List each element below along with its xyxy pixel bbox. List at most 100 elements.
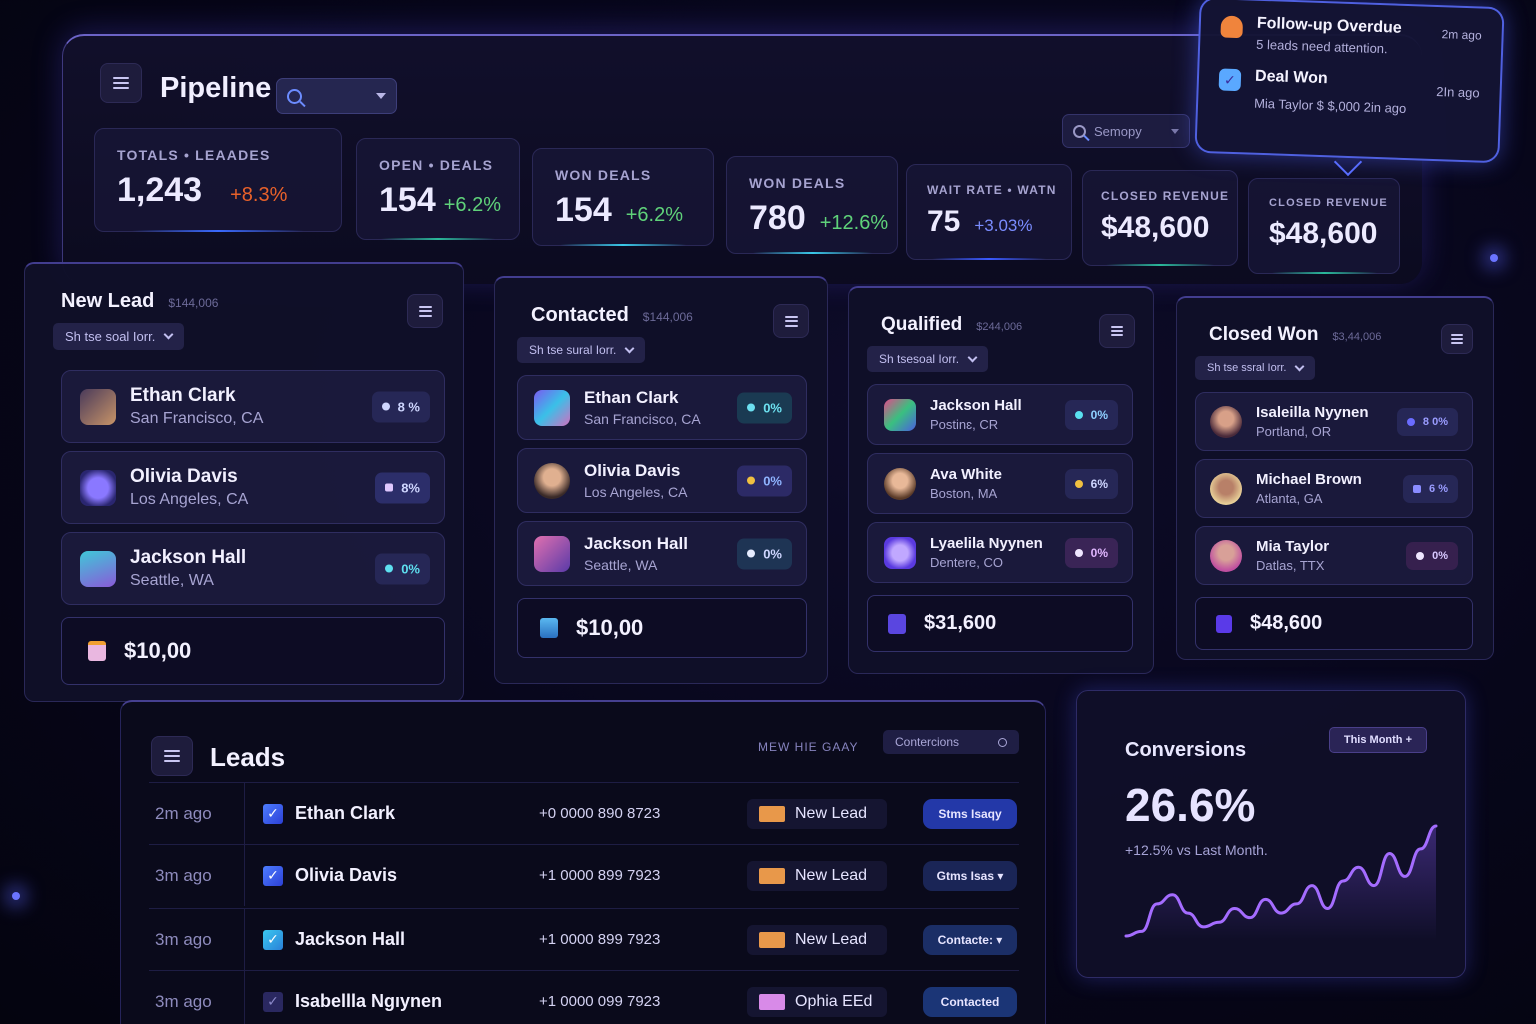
lead-card[interactable]: Michael Brown Atlanta, GA 6 % xyxy=(1195,459,1473,518)
pin-icon xyxy=(747,403,756,412)
checkbox-checked[interactable]: ✓ xyxy=(263,929,283,950)
column-menu-button[interactable] xyxy=(1441,324,1473,354)
column-filter-dropdown[interactable]: Sh tsesoal Iorr. xyxy=(867,346,989,372)
lead-location: Los Angeles, CA xyxy=(130,491,249,508)
column-menu-button[interactable] xyxy=(407,294,443,328)
stat-delta: +12.6% xyxy=(819,212,889,234)
leads-title: Leads xyxy=(210,742,286,772)
hamburger-icon xyxy=(1451,334,1463,344)
lead-card[interactable]: Mia Taylor Datlas, TTX 0% xyxy=(1195,526,1473,585)
checkbox-checked[interactable]: ✓ xyxy=(263,865,283,886)
table-row[interactable]: 3m ago ✓ Jackson Hall +1 0000 899 7923 N… xyxy=(149,908,1019,970)
table-row[interactable]: 3m ago ✓ Isabellla Ngıynen +1 0000 099 7… xyxy=(149,970,1019,1024)
column-title: Closed Won xyxy=(1209,324,1319,345)
column-amount: $3,44,006 xyxy=(1332,331,1382,343)
lead-location: Seattle, WA xyxy=(130,572,214,589)
stage-label: New Lead xyxy=(795,866,868,884)
badge-value: 6% xyxy=(1090,476,1108,491)
folder-icon xyxy=(759,805,785,822)
column-title: Contacted xyxy=(531,304,629,326)
lead-name: Jackson Hall xyxy=(130,547,247,568)
lead-score-badge: 6 % xyxy=(1403,474,1458,503)
lead-card[interactable]: Jackson Hall Seattle, WA 0% xyxy=(61,532,445,605)
chevron-down-icon xyxy=(376,93,386,99)
column-filter-dropdown[interactable]: Sh tse ssral Iorr. xyxy=(1195,356,1316,380)
column-title: New Lead xyxy=(61,290,155,312)
column-menu-button[interactable] xyxy=(1099,314,1135,348)
lead-card[interactable]: Ethan Clark San Francisco, CA 0% xyxy=(517,375,807,440)
chevron-down-icon xyxy=(1171,128,1179,134)
table-row[interactable]: 3m ago ✓ Olivia Davis +1 0000 899 7923 N… xyxy=(149,844,1019,906)
column-total: $10,00 xyxy=(517,598,807,658)
chevron-down-icon xyxy=(1295,361,1305,371)
avatar xyxy=(1210,472,1242,505)
stat-label: OPEN • DEALS xyxy=(379,157,494,173)
cloud-icon xyxy=(1074,548,1083,557)
chevron-down-icon xyxy=(967,352,978,362)
lead-card[interactable]: Isaleilla Nyynen Portland, OR 8 0% xyxy=(1195,392,1473,451)
column-contacted: Contacted $144,006 Sh tse sural Iorr. Et… xyxy=(494,276,828,684)
chevron-down-icon xyxy=(624,343,635,353)
notification-deal-won[interactable]: ✓ Deal Won Mia Taylor $ $,000 2in ago 2I… xyxy=(1218,66,1480,118)
row-name: Jackson Hall xyxy=(295,929,406,949)
badge-value: 0% xyxy=(763,473,782,488)
pipeline-search-dropdown[interactable] xyxy=(276,78,397,114)
lead-card[interactable]: Olivia Davis Los Angeles, CA 0% xyxy=(517,448,807,513)
stat-value: 780 xyxy=(749,199,806,237)
lead-name: Ethan Clark xyxy=(130,385,236,406)
lead-card[interactable]: Lyaelila Nyynen Dentere, CO 0% xyxy=(867,522,1133,583)
date-range-button[interactable]: This Month + xyxy=(1328,727,1427,753)
table-row[interactable]: 2m ago ✓ Ethan Clark +0 0000 890 8723 Ne… xyxy=(149,782,1019,844)
avatar xyxy=(534,535,570,572)
lead-card[interactable]: Jackson Hall Seattle, WA 0% xyxy=(517,521,807,586)
column-total-value: $31,600 xyxy=(924,612,997,634)
lead-score-badge: 8 0% xyxy=(1396,407,1458,436)
cloud-icon xyxy=(1416,551,1425,560)
status-dropdown[interactable]: Gtms Isas ▾ xyxy=(923,860,1017,891)
arrow-icon xyxy=(1406,417,1415,426)
pin-icon xyxy=(1074,410,1083,419)
leads-column-header: MEW HIE GAAY xyxy=(758,740,859,754)
stat-delta: +3.03% xyxy=(974,216,1033,235)
main-menu-button[interactable] xyxy=(100,63,142,103)
status-button[interactable]: Stms Isaqy xyxy=(923,798,1017,829)
lead-card[interactable]: Olivia Davis Los Angeles, CA 8% xyxy=(61,451,445,524)
column-amount: $244,006 xyxy=(976,321,1023,333)
lead-card[interactable]: Ava White Boston, MA 6% xyxy=(867,453,1133,514)
status-button[interactable]: Contacted xyxy=(923,986,1017,1017)
leads-menu-button[interactable] xyxy=(151,736,193,776)
checkbox-checked[interactable]: ✓ xyxy=(263,803,283,824)
stat-value: 154 xyxy=(555,191,612,229)
column-total-value: $10,00 xyxy=(576,615,644,640)
conversions-line-chart xyxy=(1124,824,1438,941)
column-menu-button[interactable] xyxy=(773,304,809,338)
leads-filter-input[interactable]: Contercions xyxy=(883,730,1019,754)
conversions-subtitle: +12.5% vs Last Month. xyxy=(1125,842,1268,858)
badge-value: 0% xyxy=(1432,549,1448,562)
emoji-icon xyxy=(747,476,756,485)
lead-name: Olivia Davis xyxy=(584,461,681,480)
lead-score-badge: 0% xyxy=(1064,537,1118,568)
status-dropdown[interactable]: Contacte: ▾ xyxy=(923,924,1017,955)
column-title: Qualified xyxy=(881,314,963,335)
lead-location: Dentere, CO xyxy=(930,555,1003,570)
column-filter-dropdown[interactable]: Sh tse sural Iorr. xyxy=(517,337,646,363)
checkbox-checked[interactable]: ✓ xyxy=(263,991,283,1012)
search-icon xyxy=(287,88,302,104)
lead-card[interactable]: Jackson Hall Postinɛ, CR 0% xyxy=(867,384,1133,445)
secondary-search-dropdown[interactable]: Semopy xyxy=(1062,114,1190,148)
column-total: $48,600 xyxy=(1195,597,1473,650)
lead-name: Olivia Davis xyxy=(130,466,238,487)
check-badge-icon: ✓ xyxy=(1218,68,1242,92)
column-filter-dropdown[interactable]: Sh tse soal Iorr. xyxy=(53,323,185,350)
row-phone: +1 0000 099 7923 xyxy=(539,993,661,1010)
lead-location: Boston, MA xyxy=(930,486,998,501)
row-phone: +0 0000 890 8723 xyxy=(539,805,661,822)
row-time: 2m ago xyxy=(149,783,245,844)
lead-card[interactable]: Ethan Clark San Francisco, CA 8 % xyxy=(61,370,445,443)
stat-accent-line xyxy=(1271,272,1377,274)
column-total-value: $48,600 xyxy=(1250,612,1323,634)
notification-follow-up[interactable]: Follow-up Overdue 5 leads need attention… xyxy=(1220,13,1482,59)
filter-label: Sh tse sural Iorr. xyxy=(529,343,617,357)
lead-score-badge: 0% xyxy=(737,465,792,496)
